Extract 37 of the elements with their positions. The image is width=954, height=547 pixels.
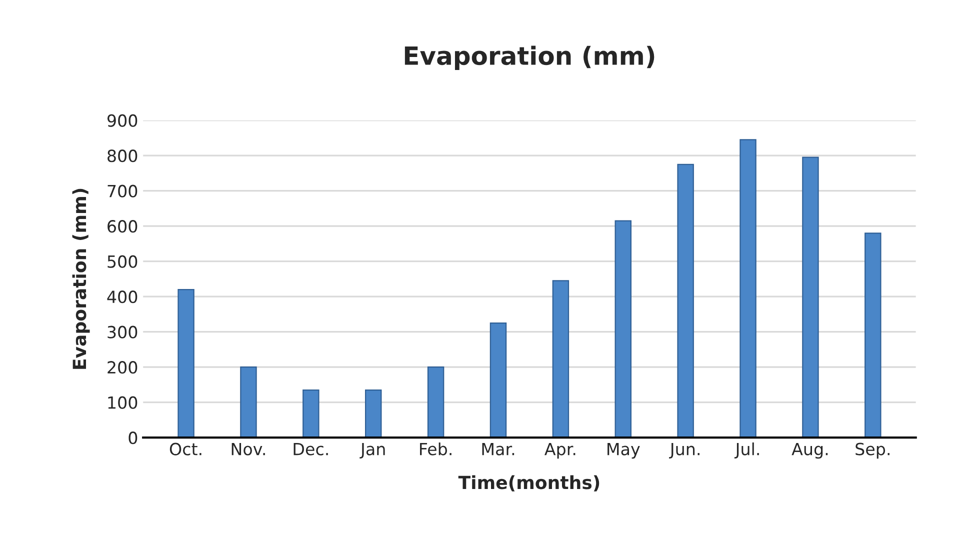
x-tick-label: Jul. [734, 442, 759, 458]
bar [365, 389, 382, 438]
x-tick-label: Mar. [482, 442, 514, 456]
x-tick-label: Oct. [170, 442, 202, 456]
bar [677, 164, 694, 438]
y-tick-label: 400 [107, 290, 138, 304]
y-tick-label: 100 [108, 396, 138, 409]
bar [178, 288, 194, 438]
x-axis-title: Time(months) [458, 475, 600, 492]
y-tick-label: 200 [108, 361, 138, 374]
bar [740, 139, 756, 438]
bar [490, 322, 507, 438]
y-tick-label: 0 [128, 432, 138, 444]
chart-title: Evaporation (mm) [404, 46, 654, 70]
x-tick-label: Jan [360, 442, 385, 458]
x-tick-label: Jun. [669, 442, 700, 458]
y-tick-label: 600 [108, 220, 138, 233]
x-tick-label: Feb. [420, 442, 452, 456]
y-axis-title: Evaporation (mm) [72, 188, 90, 369]
bar [802, 156, 819, 438]
x-tick-label: Sep. [856, 442, 890, 459]
bar [427, 366, 444, 438]
x-tick-label: Apr. [544, 442, 576, 459]
y-tick-label: 900 [107, 114, 138, 127]
y-tick-label: 300 [108, 326, 138, 338]
x-tick-label: May [608, 442, 640, 459]
bar [240, 366, 257, 438]
bar [552, 280, 570, 438]
y-tick-label: 700 [108, 184, 138, 198]
y-tick-label: 500 [108, 255, 138, 268]
x-tick-label: Nov. [232, 442, 265, 456]
bar [614, 220, 632, 438]
y-tick-label: 800 [108, 150, 138, 162]
x-tick-label: Aug. [792, 442, 828, 459]
bar [302, 389, 320, 438]
x-tick-label: Dec. [294, 442, 328, 456]
bar [864, 232, 882, 438]
